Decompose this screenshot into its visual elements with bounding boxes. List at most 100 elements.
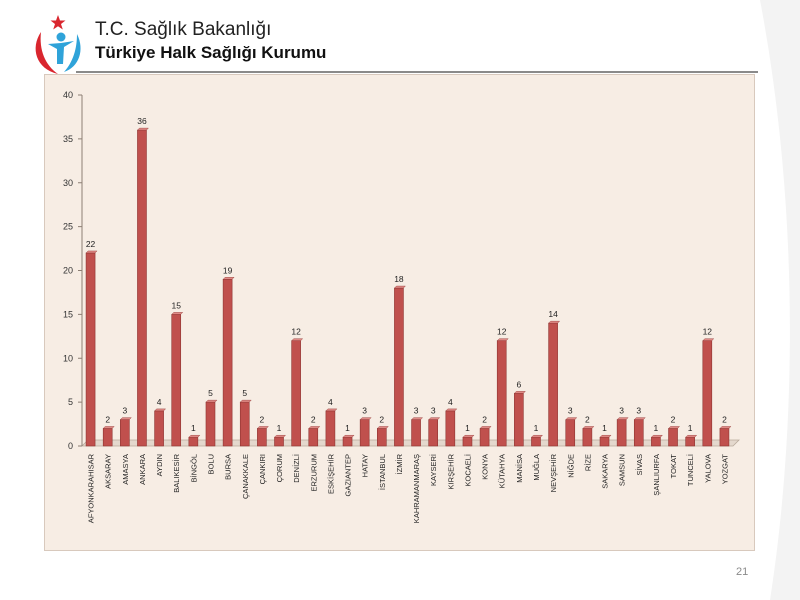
data-label: 1 [534, 423, 539, 433]
y-tick-label: 35 [63, 134, 73, 144]
x-tick-label: AKSARAY [104, 454, 113, 489]
data-label: 4 [448, 397, 453, 407]
bar-top [513, 391, 526, 394]
x-tick-label: GAZIANTEP [344, 454, 353, 497]
data-label: 22 [86, 239, 96, 249]
data-label: 3 [568, 406, 573, 416]
bar [154, 410, 164, 447]
data-label: 6 [516, 379, 521, 389]
data-label: 3 [619, 406, 624, 416]
data-label: 12 [703, 327, 713, 337]
data-label: 2 [379, 414, 384, 424]
bar [514, 393, 524, 447]
bar [394, 287, 404, 447]
x-tick-label: MUĞLA [532, 454, 541, 481]
bar [616, 419, 627, 447]
x-tick-label: BALIKESİR [172, 453, 181, 492]
bar [342, 436, 353, 447]
chart-panel: 0 5 10 15 20 25 30 35 40 22 AFYONKARAHISAR 2 AKSARAY… [44, 74, 755, 551]
data-label: 15 [171, 300, 181, 310]
bar [188, 436, 199, 447]
bar-top [668, 426, 681, 429]
data-label: 4 [157, 397, 162, 407]
institution-name: Türkiye Halk Sağlığı Kurumu [95, 43, 327, 62]
bar [565, 419, 576, 447]
bar-top [411, 417, 424, 420]
bar [325, 410, 336, 447]
bar [257, 428, 267, 447]
data-label: 2 [260, 414, 265, 424]
bar [377, 428, 387, 447]
bar [308, 428, 319, 447]
bar-top [154, 408, 167, 412]
bar-chart: 051015202530354022AFYONKARAHISAR2AKSARAY… [63, 90, 740, 523]
bar-top [462, 435, 475, 438]
header: T.C. Sağlık Bakanlığı Türkiye Halk Sağlı… [95, 18, 326, 64]
bar-top [428, 417, 441, 420]
bar [445, 410, 456, 447]
data-label: 2 [722, 414, 727, 424]
x-tick-label: HATAY [361, 454, 370, 477]
x-tick-label: YOZGAT [720, 454, 729, 485]
bar-top [119, 417, 132, 420]
bar-top [531, 435, 543, 438]
x-tick-label: AFYONKARAHISAR [87, 453, 96, 523]
bar [171, 314, 182, 447]
bar-top [565, 417, 578, 420]
bar [291, 340, 301, 447]
x-tick-label: SİVAS [635, 454, 644, 476]
x-tick-label: MANİSA [515, 454, 524, 483]
bar-top [685, 435, 698, 438]
bar [668, 428, 678, 447]
x-tick-label: NEVŞEHİR [549, 453, 558, 492]
data-label: 3 [414, 406, 419, 416]
page-number: 21 [736, 566, 749, 578]
data-label: 2 [585, 414, 590, 424]
x-tick-label: SAMSUN [618, 454, 627, 486]
data-label: 2 [311, 414, 316, 424]
x-tick-label: BOLU [206, 454, 215, 474]
bar-top [599, 435, 612, 438]
bar-top [616, 417, 629, 420]
bar-top [359, 417, 372, 420]
y-tick-label: 30 [63, 178, 73, 188]
data-label: 1 [688, 423, 693, 433]
data-label: 1 [654, 423, 659, 433]
bar [685, 436, 695, 447]
bar [411, 419, 421, 447]
x-tick-label: KONYA [481, 454, 490, 480]
data-label: 5 [242, 388, 247, 398]
y-tick-label: 40 [63, 90, 73, 100]
x-tick-label: TUNCELİ [686, 454, 695, 486]
bar [531, 436, 541, 447]
bar [359, 419, 370, 447]
x-tick-label: TOKAT [669, 454, 678, 479]
data-label: 3 [122, 406, 127, 416]
bar-top [548, 320, 561, 324]
bar-top [102, 426, 115, 429]
data-label: 2 [671, 414, 676, 424]
x-tick-label: KIRŞEHİR [446, 453, 455, 489]
x-tick-label: ÇORUM [275, 454, 284, 482]
data-label: 2 [105, 414, 110, 424]
bar-top [479, 426, 492, 429]
bar [222, 278, 233, 447]
y-tick-label: 0 [68, 441, 73, 451]
x-tick-label: ÇANAKKALE [241, 454, 250, 499]
x-tick-label: KAYSERİ [429, 454, 438, 486]
data-label: 1 [465, 423, 470, 433]
bar-top [274, 435, 286, 438]
data-label: 3 [431, 406, 436, 416]
bar [239, 401, 250, 447]
bar [428, 419, 438, 447]
x-tick-label: AYDIN [155, 454, 164, 476]
data-label: 18 [394, 274, 404, 284]
data-label: 3 [636, 406, 641, 416]
bar [102, 428, 113, 447]
bar [137, 129, 147, 447]
bar [479, 428, 490, 447]
bar [599, 436, 610, 447]
data-label: 12 [291, 327, 301, 337]
x-tick-label: ÇANKIRI [258, 454, 267, 484]
bar-top [136, 127, 149, 131]
